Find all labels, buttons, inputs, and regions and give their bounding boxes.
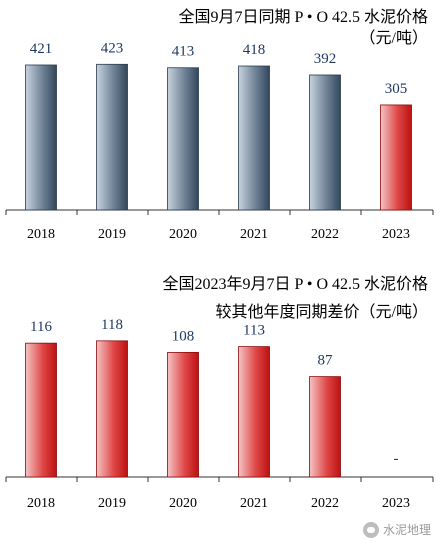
bar: [25, 64, 57, 211]
data-label: 305: [385, 81, 408, 97]
x-tick-label: 2022: [311, 496, 339, 511]
x-tick-label: 2019: [98, 227, 126, 242]
bar: [167, 351, 199, 478]
bar: [380, 104, 412, 211]
data-label: 418: [243, 42, 266, 58]
chart-title: 全国9月7日同期 P • O 42.5 水泥价格: [179, 8, 428, 26]
x-tick-label: 2018: [27, 227, 55, 242]
x-tick-label: 2019: [98, 496, 126, 511]
bar: [96, 63, 128, 211]
bar: [96, 340, 128, 478]
watermark: 水泥地理: [362, 521, 431, 538]
data-label: 113: [243, 323, 265, 339]
data-label: 423: [101, 40, 124, 56]
bar: [309, 74, 341, 211]
watermark-text: 水泥地理: [382, 523, 431, 537]
data-label: -: [394, 451, 399, 467]
data-label: 421: [30, 41, 53, 57]
bar: [167, 67, 199, 211]
x-tick-label: 2023: [382, 227, 410, 242]
x-tick-label: 2022: [311, 227, 339, 242]
bar: [25, 342, 57, 478]
data-label: 108: [172, 328, 195, 344]
x-tick-label: 2023: [382, 496, 410, 511]
data-label: 87: [318, 353, 334, 369]
bar: [238, 65, 270, 211]
data-label: 116: [30, 319, 52, 335]
x-tick-label: 2021: [240, 496, 268, 511]
bar: [309, 376, 341, 478]
x-tick-label: 2021: [240, 227, 268, 242]
bar: [238, 346, 270, 478]
wechat-icon: [362, 521, 379, 538]
x-tick-label: 2020: [169, 227, 197, 242]
x-tick-label: 2020: [169, 496, 197, 511]
chart-subtitle: （元/吨）: [360, 29, 428, 47]
data-label: 392: [314, 51, 337, 67]
chart-subtitle: 较其他年度同期差价（元/吨）: [216, 303, 428, 321]
chart-title: 全国2023年9月7日 P • O 42.5 水泥价格: [163, 275, 428, 293]
x-tick-label: 2018: [27, 496, 55, 511]
data-label: 118: [101, 317, 123, 333]
data-label: 413: [172, 44, 195, 60]
